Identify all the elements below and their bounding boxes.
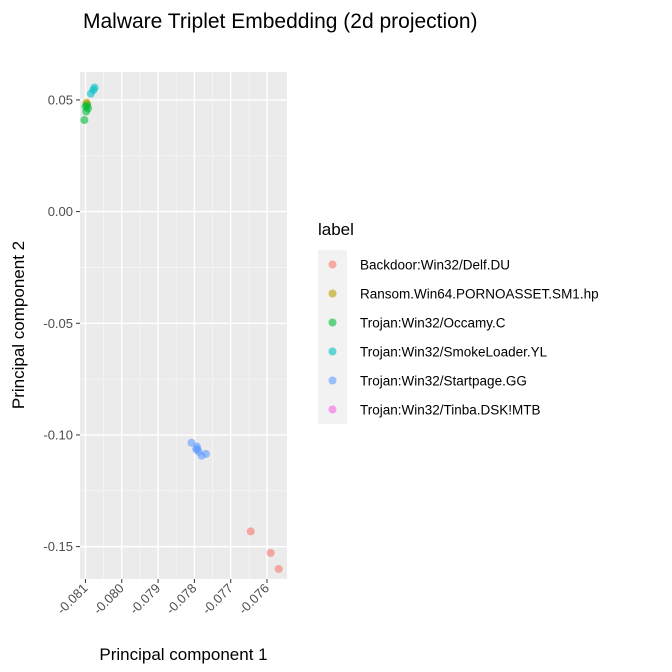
legend-marker — [328, 405, 337, 414]
x-tick-label: -0.078 — [163, 581, 200, 618]
legend-marker — [328, 289, 337, 298]
grid-minor — [80, 72, 287, 579]
legend-label: Trojan:Win32/Occamy.C — [360, 316, 506, 331]
scatter-point — [274, 564, 283, 573]
y-tick-label: -0.10 — [43, 427, 73, 442]
legend-marker — [328, 318, 337, 327]
grid-major — [80, 72, 287, 579]
y-tick-label: -0.15 — [43, 539, 73, 554]
scatter-point — [202, 449, 211, 458]
data-points — [80, 83, 283, 573]
y-tick-label: 0.00 — [48, 204, 73, 219]
legend-title: label — [318, 220, 354, 239]
scatter-point — [246, 527, 255, 536]
chart-title: Malware Triplet Embedding (2d projection… — [83, 10, 478, 33]
legend-label: Trojan:Win32/Startpage.GG — [360, 374, 527, 389]
x-axis: -0.081 -0.080 -0.079 -0.078 -0.077 -0.076 — [54, 579, 272, 617]
x-axis-title: Principal component 1 — [99, 645, 267, 664]
legend-marker — [328, 260, 337, 269]
scatter-point — [266, 548, 275, 557]
scatter-point — [90, 83, 99, 92]
legend-label: Ransom.Win64.PORNOASSET.SM1.hp — [360, 287, 599, 302]
x-tick-label: -0.077 — [199, 581, 236, 618]
scatter-point — [192, 445, 201, 454]
y-axis-title: Principal component 2 — [9, 241, 28, 409]
legend-label: Backdoor:Win32/Delf.DU — [360, 258, 510, 273]
scatter-point — [80, 116, 89, 125]
x-tick-label: -0.079 — [127, 581, 164, 618]
x-tick-label: -0.081 — [54, 581, 91, 618]
legend: Backdoor:Win32/Delf.DU Ransom.Win64.PORNO… — [318, 250, 599, 424]
legend-marker — [328, 376, 337, 385]
legend-label: Trojan:Win32/Tinba.DSK!MTB — [360, 403, 541, 418]
y-tick-label: 0.05 — [48, 92, 73, 107]
y-axis: 0.05 0.00 -0.05 -0.10 -0.15 — [43, 92, 80, 554]
legend-marker — [328, 347, 337, 356]
plot-panel — [80, 72, 287, 579]
x-tick-label: -0.080 — [90, 581, 127, 618]
legend-label: Trojan:Win32/SmokeLoader.YL — [360, 345, 548, 360]
y-tick-label: -0.05 — [43, 316, 73, 331]
x-tick-label: -0.076 — [235, 581, 272, 618]
scatter-point — [83, 101, 92, 110]
